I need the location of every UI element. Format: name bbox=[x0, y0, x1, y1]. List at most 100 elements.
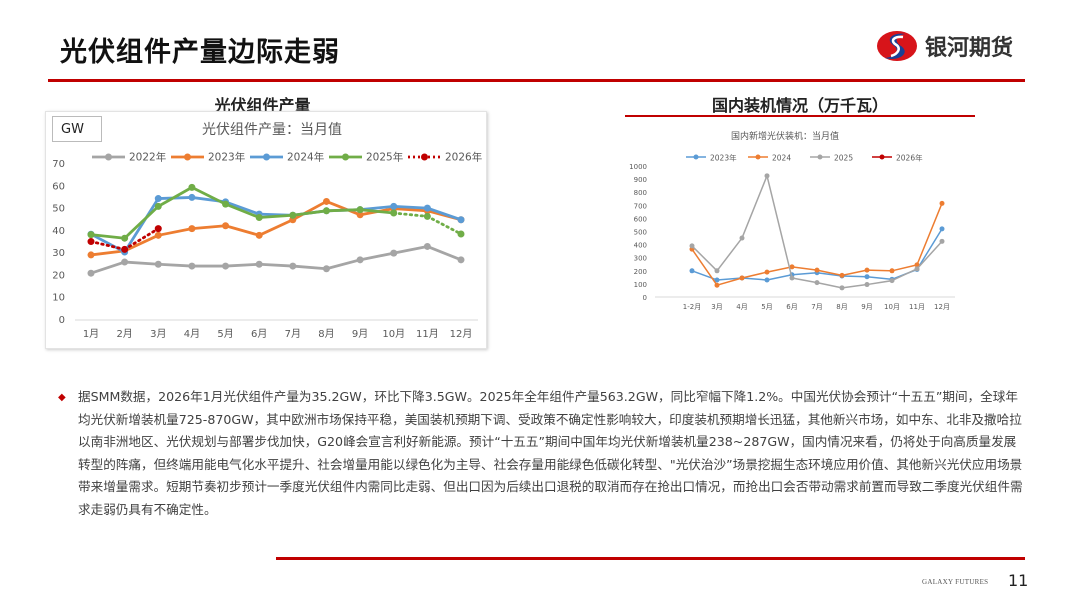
chart-title: 国内新增光伏装机：当月值 bbox=[731, 130, 839, 142]
data-point bbox=[356, 211, 364, 219]
data-point bbox=[87, 231, 95, 239]
page-number: 11 bbox=[1008, 571, 1029, 590]
x-tick-label: 5月 bbox=[217, 328, 233, 340]
y-tick-label: 900 bbox=[634, 176, 647, 184]
data-point bbox=[839, 272, 845, 278]
data-point bbox=[322, 207, 330, 215]
series-line-segment bbox=[224, 224, 261, 237]
x-tick-label: 6月 bbox=[251, 328, 267, 340]
data-point bbox=[289, 211, 297, 219]
series-line-segment bbox=[866, 275, 893, 281]
y-tick-label: 0 bbox=[643, 294, 647, 302]
x-tick-label: 7月 bbox=[285, 328, 301, 340]
series-line-segment bbox=[866, 269, 893, 272]
data-point bbox=[188, 262, 196, 270]
data-point bbox=[87, 238, 95, 246]
series-line-segment bbox=[257, 213, 295, 219]
y-tick-label: 0 bbox=[59, 315, 65, 326]
data-point bbox=[154, 260, 162, 268]
data-point bbox=[789, 264, 795, 270]
series-line-segment bbox=[791, 266, 818, 271]
data-point bbox=[222, 200, 230, 208]
series-line-segment bbox=[392, 245, 429, 255]
data-point bbox=[839, 285, 845, 291]
series-line-segment bbox=[916, 228, 943, 271]
data-point bbox=[188, 225, 196, 233]
data-point bbox=[889, 278, 895, 284]
data-point bbox=[255, 231, 263, 239]
series-line-segment bbox=[190, 185, 227, 206]
data-point bbox=[889, 268, 895, 274]
x-tick-label: 1-2月 bbox=[683, 303, 701, 311]
legend-label: 2022年 bbox=[129, 151, 166, 164]
data-point bbox=[121, 258, 129, 266]
series-line-segment bbox=[190, 224, 227, 231]
series-line-segment bbox=[123, 233, 160, 253]
x-tick-label: 8月 bbox=[836, 303, 847, 311]
data-point bbox=[356, 206, 364, 214]
series-line-segment bbox=[358, 251, 396, 262]
series-line-segment bbox=[716, 237, 743, 272]
data-point bbox=[739, 275, 745, 281]
legend-label: 2023年 bbox=[208, 151, 245, 164]
series-line-segment bbox=[841, 283, 868, 289]
data-point bbox=[121, 234, 129, 242]
data-point bbox=[457, 230, 465, 238]
legend-marker bbox=[421, 153, 428, 161]
data-point bbox=[864, 274, 870, 280]
x-tick-label: 4月 bbox=[736, 303, 747, 311]
series-line-segment bbox=[123, 260, 160, 266]
data-point bbox=[222, 222, 230, 230]
data-point bbox=[689, 268, 695, 274]
series-line-segment bbox=[741, 271, 768, 279]
x-tick-label: 5月 bbox=[761, 303, 772, 311]
data-point bbox=[939, 226, 945, 232]
series-line-segment bbox=[392, 211, 429, 218]
data-point bbox=[390, 209, 398, 217]
series-line-segment bbox=[123, 204, 160, 240]
data-point bbox=[188, 183, 196, 191]
series-line-segment bbox=[816, 281, 843, 289]
series-line-segment bbox=[425, 245, 463, 262]
x-tick-label: 12月 bbox=[934, 303, 950, 311]
y-tick-label: 10 bbox=[52, 293, 65, 304]
legend-label: 2023年 bbox=[710, 153, 737, 163]
series-line-segment bbox=[291, 209, 328, 217]
series-line-segment bbox=[257, 262, 295, 268]
legend-marker bbox=[342, 153, 349, 161]
data-point bbox=[939, 238, 945, 244]
y-tick-label: 1000 bbox=[629, 163, 647, 171]
y-tick-label: 200 bbox=[634, 268, 647, 276]
legend-label: 2026年 bbox=[445, 151, 482, 164]
series-line-segment bbox=[89, 249, 127, 257]
y-tick-label: 500 bbox=[634, 229, 647, 237]
data-point bbox=[457, 216, 465, 224]
x-tick-label: 4月 bbox=[184, 328, 200, 340]
series-line-segment bbox=[325, 208, 362, 213]
x-tick-label: 10月 bbox=[382, 328, 405, 340]
left-section-title: 光伏组件产量 bbox=[214, 96, 311, 115]
series-line-segment bbox=[816, 269, 843, 277]
x-tick-label: 8月 bbox=[318, 328, 334, 340]
data-point bbox=[154, 225, 162, 233]
unit-label: GW bbox=[52, 116, 102, 142]
x-tick-label: 1月 bbox=[83, 328, 99, 340]
series-line-segment bbox=[916, 240, 943, 270]
data-point bbox=[188, 193, 196, 201]
data-point bbox=[914, 266, 920, 272]
y-tick-label: 400 bbox=[634, 242, 647, 250]
y-tick-label: 800 bbox=[634, 189, 647, 197]
series-line-segment bbox=[766, 175, 793, 279]
series-line-segment bbox=[257, 218, 295, 237]
data-point bbox=[87, 269, 95, 277]
logo: 银河期货 bbox=[875, 26, 1035, 66]
data-point bbox=[322, 197, 330, 205]
legend-marker bbox=[693, 154, 699, 160]
series-line-segment bbox=[891, 264, 918, 272]
series-line-segment bbox=[224, 202, 261, 219]
data-point bbox=[289, 262, 297, 270]
x-tick-label: 6月 bbox=[786, 303, 797, 311]
x-tick-label: 2月 bbox=[116, 328, 132, 340]
data-point bbox=[423, 242, 431, 250]
